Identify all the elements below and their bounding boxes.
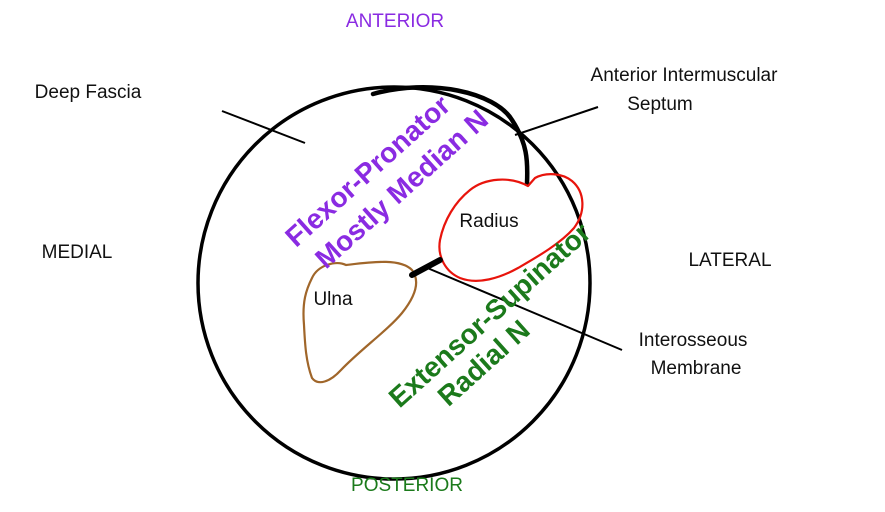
anterior-label: ANTERIOR: [346, 11, 444, 32]
anterior-septum-label-line1: Anterior Intermuscular: [591, 65, 779, 86]
interosseous-label-line2: Membrane: [651, 358, 742, 379]
lateral-label: LATERAL: [688, 250, 771, 271]
ulna-label: Ulna: [313, 289, 353, 310]
extensor-compartment-line1: Extensor-Supinator: [383, 216, 597, 413]
radius-label: Radius: [459, 211, 518, 232]
deep-fascia-leader: [221, 110, 306, 144]
ulna-outline: [302, 260, 418, 384]
anterior-septum-curve: [370, 85, 530, 186]
radius-outline: [438, 173, 584, 282]
anterior-septum-label-line2: Septum: [627, 94, 692, 115]
deep-fascia-circle: [196, 85, 592, 481]
interosseous-leader: [424, 266, 623, 351]
deep-fascia-label: Deep Fascia: [35, 82, 142, 103]
interosseous-label-line1: Interosseous: [639, 330, 748, 351]
medial-label: MEDIAL: [42, 242, 113, 263]
posterior-label: POSTERIOR: [351, 475, 463, 496]
anterior-septum-leader: [514, 106, 599, 136]
